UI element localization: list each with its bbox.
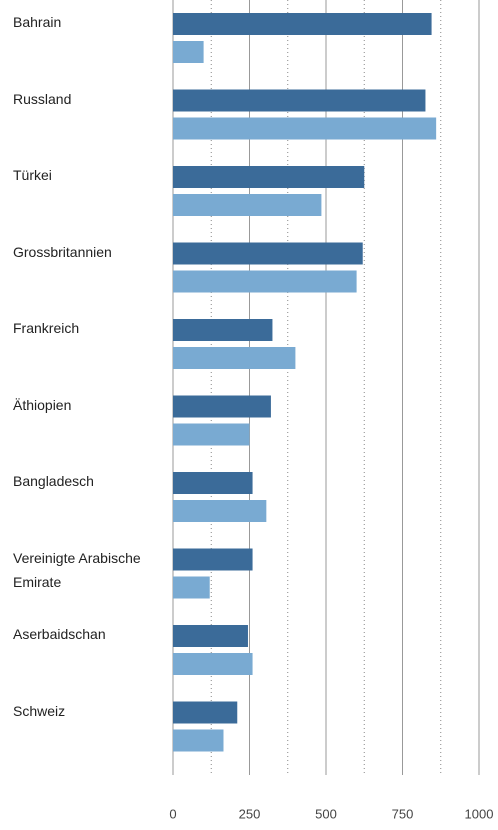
x-tick-label: 1000 <box>465 806 494 821</box>
bar <box>173 166 365 188</box>
category-label: Äthiopien <box>13 396 72 413</box>
bar <box>173 242 363 265</box>
bar <box>173 423 250 446</box>
bar <box>173 395 271 418</box>
bar <box>173 13 432 35</box>
category-label: Grossbritannien <box>13 243 112 260</box>
x-tick-label: 500 <box>315 806 337 821</box>
category-label: Türkei <box>13 167 52 183</box>
category-label: Aserbaidschan <box>13 626 106 642</box>
bar <box>173 347 296 369</box>
category-label: Schweiz <box>13 702 66 719</box>
category-label: Frankreich <box>13 320 80 336</box>
bar <box>173 653 253 675</box>
bar <box>173 625 248 647</box>
bar <box>173 701 238 724</box>
bar <box>173 194 322 216</box>
bar <box>173 500 267 522</box>
bar <box>173 117 437 140</box>
bar <box>173 89 426 112</box>
bar <box>173 576 210 599</box>
category-label: Bangladesch <box>13 473 94 489</box>
bar <box>173 472 253 494</box>
category-label: Russland <box>13 90 72 107</box>
bar <box>173 548 253 571</box>
bar <box>173 41 204 63</box>
bar <box>173 319 273 341</box>
category-label: Vereinigte Arabische Emirate <box>13 549 141 590</box>
category-label: Bahrain <box>13 14 62 30</box>
bar <box>173 270 357 293</box>
bar <box>173 729 224 752</box>
x-tick-label: 0 <box>169 806 176 821</box>
x-tick-label: 750 <box>392 806 414 821</box>
x-tick-label: 250 <box>239 806 261 821</box>
